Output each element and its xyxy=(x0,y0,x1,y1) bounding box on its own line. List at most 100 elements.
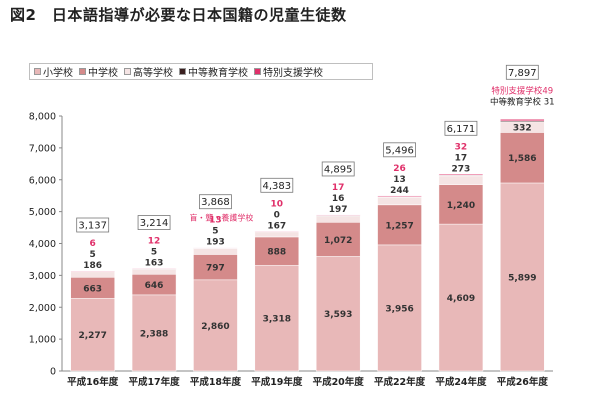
bar-segment xyxy=(193,279,238,372)
y-tick-label: 7,000 xyxy=(29,143,56,154)
bar-value-label: 197 xyxy=(329,205,348,215)
bar-value-label: 10 xyxy=(271,199,284,209)
bar-value-label: 888 xyxy=(267,248,286,258)
bar-value-label: 5 xyxy=(90,250,96,260)
bar-value-label: 2,860 xyxy=(201,322,229,332)
bar-value-label: 3,593 xyxy=(324,310,352,320)
bar-value-label: 26 xyxy=(393,164,406,174)
y-tick-label: 2,000 xyxy=(29,303,56,314)
bar-segment xyxy=(131,294,177,372)
bar-segment xyxy=(438,184,484,225)
bar-value-label: 2,388 xyxy=(140,329,168,339)
bar-value-label: 2,277 xyxy=(78,331,106,341)
bar-value-label: 5 xyxy=(151,248,157,258)
total-box xyxy=(137,215,171,230)
x-tick-label: 平成26年度 xyxy=(497,376,549,388)
y-tick-label: 3,000 xyxy=(29,271,56,282)
bar-segment xyxy=(315,256,361,372)
bar-segment xyxy=(131,268,177,275)
bar-segment xyxy=(438,223,484,372)
bar-value-label: 244 xyxy=(390,186,409,196)
y-tick-label: 4,000 xyxy=(29,239,56,250)
total-label: 4,895 xyxy=(324,164,353,175)
bar-segment xyxy=(70,271,115,278)
total-box xyxy=(199,194,232,210)
y-tick-label: 0 xyxy=(50,367,56,378)
y-tick-label: 6,000 xyxy=(29,175,56,186)
bar-value-label: 6 xyxy=(90,239,96,249)
total-label: 3,214 xyxy=(140,218,169,229)
bar-segment xyxy=(70,270,115,272)
bar-value-label: 17 xyxy=(455,153,468,163)
legend-label-secondary: 中等教育学校 xyxy=(188,68,248,79)
bar-value-label: 16 xyxy=(332,194,345,204)
bar-value-label: 4,609 xyxy=(447,294,475,304)
x-tick-label: 平成22年度 xyxy=(374,376,426,388)
x-tick-label: 平成20年度 xyxy=(313,376,365,388)
bar-value-label: 1,072 xyxy=(324,236,352,246)
chart-title: 図2 日本語指導が必要な日本国籍の児童生徒数 xyxy=(10,6,347,24)
total-label: 4,383 xyxy=(262,181,291,192)
legend-item-special-support: 特別支援学校 xyxy=(254,64,323,79)
bar-segment xyxy=(315,214,361,216)
bar-value-label: 12 xyxy=(148,237,161,247)
legend-item-junior-high: 中学校 xyxy=(79,64,118,79)
bar-value-label: 167 xyxy=(267,221,286,231)
legend-swatch-elementary xyxy=(34,68,41,75)
legend-swatch-high-school xyxy=(124,68,131,75)
bar-segment xyxy=(254,236,300,266)
bar-segment xyxy=(377,204,422,246)
total-label: 3,137 xyxy=(78,221,107,232)
bar-segment xyxy=(438,174,484,176)
bar-segment xyxy=(377,244,422,372)
y-tick-label: 1,000 xyxy=(29,335,56,346)
bar-value-label: 1,240 xyxy=(447,201,475,211)
total-box xyxy=(260,177,294,193)
legend-label-junior-high: 中学校 xyxy=(88,68,118,79)
total-box xyxy=(76,217,110,233)
bar-value-label: 32 xyxy=(455,142,468,152)
total-label: 7,897 xyxy=(508,68,537,79)
annotation-label: 特別支援学校49 xyxy=(491,85,553,96)
bar-value-label: 0 xyxy=(274,210,280,220)
bar-segment xyxy=(193,247,238,249)
bar-value-label: 17 xyxy=(332,183,345,193)
bar-value-label: 332 xyxy=(513,124,532,134)
bar-value-label: 5 xyxy=(212,227,218,237)
legend-item-secondary: 中等教育学校 xyxy=(179,64,248,79)
bar-value-label: 1,586 xyxy=(508,154,536,164)
bar-segment xyxy=(377,196,422,206)
x-tick-label: 平成16年度 xyxy=(67,376,119,388)
bar-segment xyxy=(315,222,361,257)
bar-value-label: 3,318 xyxy=(263,315,291,325)
bar-value-label: 13 xyxy=(393,175,406,185)
bar-segment xyxy=(500,119,545,122)
bar-value-label: 1,257 xyxy=(385,221,413,231)
x-tick-label: 平成18年度 xyxy=(190,376,242,388)
legend-label-high-school: 高等学校 xyxy=(133,68,173,79)
bar-value-label: 186 xyxy=(83,261,102,271)
legend-swatch-special-support xyxy=(254,68,261,75)
legend-item-elementary: 小学校 xyxy=(34,64,73,79)
bar-value-label: 13 xyxy=(209,216,222,226)
bar-segment xyxy=(377,195,422,197)
total-label: 3,868 xyxy=(201,197,230,208)
total-box xyxy=(505,64,539,80)
bar-value-label: 663 xyxy=(83,284,102,294)
x-tick-label: 平成19年度 xyxy=(251,376,303,388)
bar-segment xyxy=(438,175,484,185)
bar-value-label: 3,956 xyxy=(385,304,413,314)
bar-segment xyxy=(315,215,361,223)
total-box xyxy=(321,161,355,177)
bar-segment xyxy=(254,264,300,372)
legend-item-high-school: 高等学校 xyxy=(124,64,173,79)
annotation-label: 中等教育学校 31 xyxy=(490,96,555,107)
total-label: 5,496 xyxy=(385,145,414,156)
y-tick-label: 5,000 xyxy=(29,207,56,218)
bar-value-label: 163 xyxy=(145,259,164,269)
annotation-label: 盲・聾・養護学校 xyxy=(189,213,253,223)
legend: 小学校 中学校 高等学校 中等教育学校 特別支援学校 xyxy=(29,63,373,80)
total-box xyxy=(444,120,478,136)
legend-label-special-support: 特別支援学校 xyxy=(263,68,323,79)
